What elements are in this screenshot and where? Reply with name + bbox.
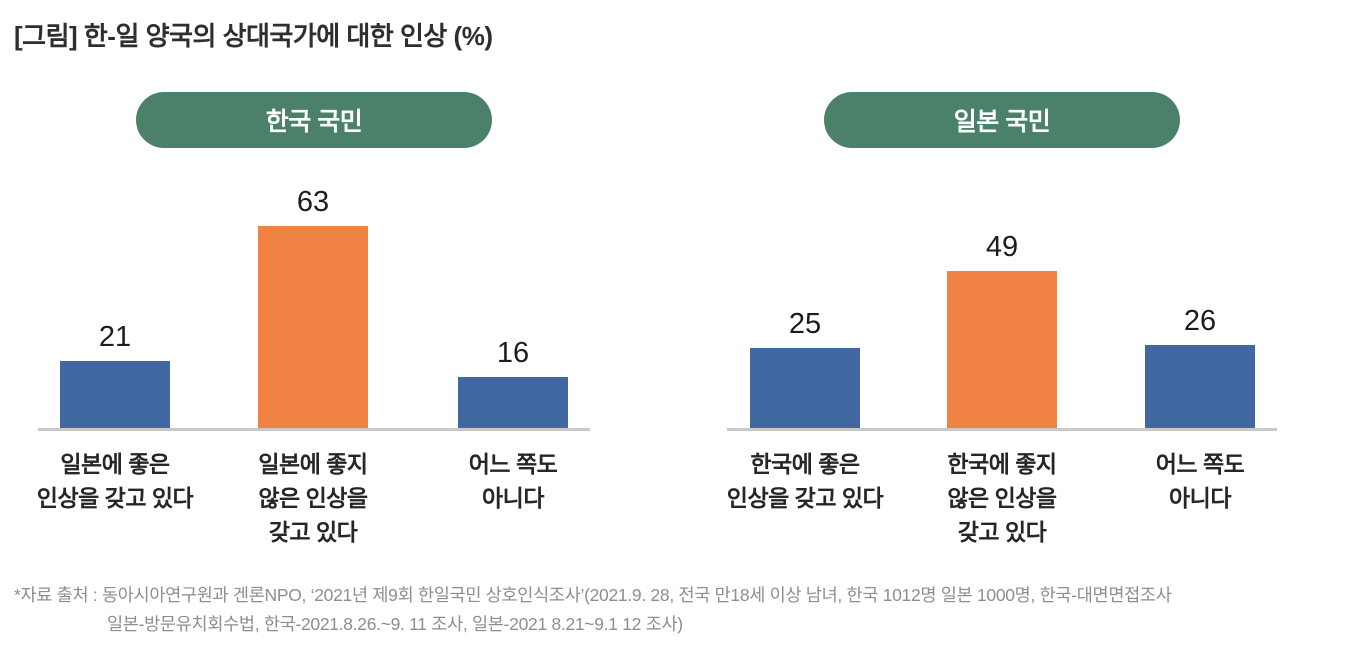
group-header-pill-japan: 일본 국민 — [824, 92, 1180, 148]
category-label: 어느 쪽도 아니다 — [468, 451, 558, 511]
value-label: 49 — [985, 231, 1019, 263]
source-footnote-line-2: 일본-방문유치회수법, 한국-2021.8.26.~9. 11 조사, 일본-2… — [107, 614, 683, 634]
bar — [60, 361, 170, 428]
source-footnote-line-1: *자료 출처 : 동아시아연구원과 겐론NPO, ‘2021년 제9회 한일국민… — [14, 585, 1172, 605]
bar-column: 49 — [947, 233, 1057, 428]
value-label: 63 — [296, 186, 330, 218]
bar — [258, 226, 368, 428]
category-label: 한국에 좋은 인상을 갖고 있다 — [726, 451, 884, 511]
bar-column: 16 — [458, 339, 568, 428]
plot-area-korea: 21 63 16 — [38, 148, 590, 431]
bar — [750, 348, 860, 428]
page-title: [그림] 한-일 양국의 상대국가에 대한 인상 (%) — [14, 21, 493, 51]
value-label: 26 — [1183, 305, 1217, 337]
category-labels-korea: 일본에 좋은 인상을 갖고 있다 일본에 좋지 않은 인상을 갖고 있다 어느 … — [37, 447, 590, 557]
bar — [1145, 345, 1255, 428]
chart-panel-japan: 일본 국민 25 49 26 한국에 좋은 인상을 갖고 있다 한국에 좋지 않… — [727, 92, 1277, 557]
category-label: 어느 쪽도 아니다 — [1155, 451, 1245, 511]
value-label: 21 — [98, 321, 132, 353]
bar-column: 25 — [750, 310, 860, 428]
chart-panel-korea: 한국 국민 21 63 16 일본에 좋은 인상을 갖고 있다 일본에 좋지 않… — [37, 92, 590, 557]
plot-area-japan: 25 49 26 — [727, 148, 1277, 431]
group-header-pill-korea: 한국 국민 — [136, 92, 492, 148]
category-label: 일본에 좋지 않은 인상을 갖고 있다 — [258, 451, 368, 545]
bar-column: 21 — [60, 323, 170, 428]
bar — [947, 271, 1057, 428]
category-labels-japan: 한국에 좋은 인상을 갖고 있다 한국에 좋지 않은 인상을 갖고 있다 어느 … — [727, 447, 1277, 557]
value-label: 25 — [788, 308, 822, 340]
source-footnote: *자료 출처 : 동아시아연구원과 겐론NPO, ‘2021년 제9회 한일국민… — [14, 581, 1358, 639]
category-label: 일본에 좋은 인상을 갖고 있다 — [36, 451, 194, 511]
bar-column: 63 — [258, 188, 368, 428]
bar — [458, 377, 568, 428]
value-label: 16 — [496, 337, 530, 369]
bar-column: 26 — [1145, 307, 1255, 428]
category-label: 한국에 좋지 않은 인상을 갖고 있다 — [947, 451, 1057, 545]
